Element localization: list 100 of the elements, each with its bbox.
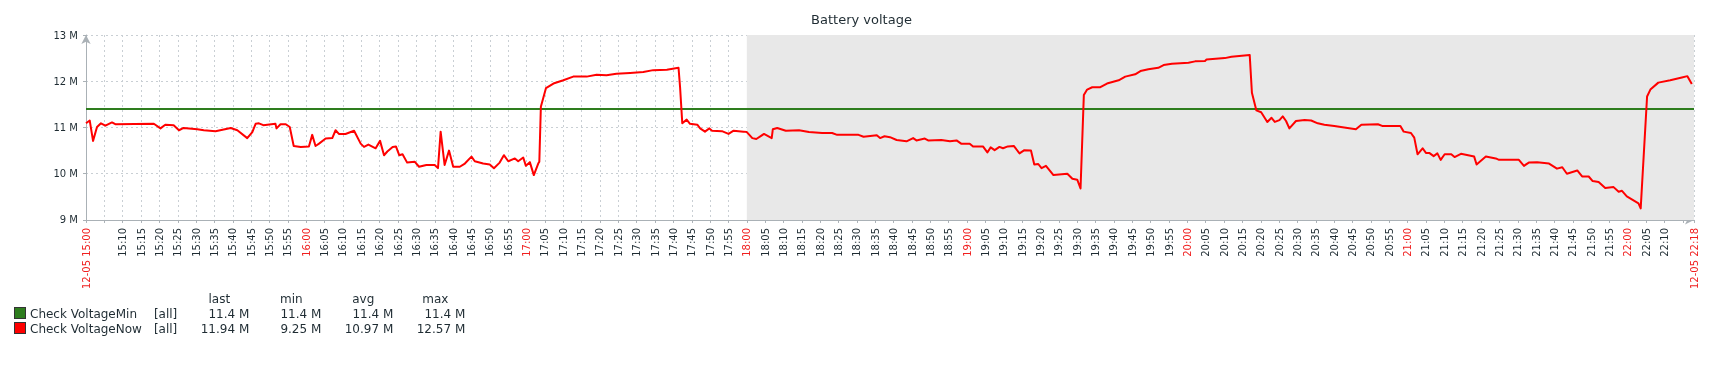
x-tick-label: 16:45 bbox=[465, 227, 477, 257]
x-tick-label: 15:45 bbox=[245, 227, 257, 257]
x-tick-label: 22:05 bbox=[1640, 227, 1652, 257]
x-tick-label: 19:55 bbox=[1163, 227, 1175, 257]
x-tick-label: 17:15 bbox=[576, 227, 588, 257]
text: 10.97 M bbox=[343, 322, 395, 337]
x-tick-label: 16:50 bbox=[484, 227, 496, 257]
x-tick-label: 19:40 bbox=[1108, 227, 1120, 257]
x-tick-label: 20:50 bbox=[1365, 227, 1377, 257]
x-tick-label: 21:00 bbox=[1402, 227, 1414, 257]
x-tick-label: 19:35 bbox=[1090, 227, 1102, 257]
x-tick-label: 17:35 bbox=[649, 227, 661, 257]
x-tick-label: 17:20 bbox=[594, 227, 606, 257]
x-tick-label: 19:25 bbox=[1053, 227, 1065, 257]
x-tick-label: 15:40 bbox=[227, 227, 239, 257]
x-tick-label: 21:55 bbox=[1604, 227, 1616, 257]
x-tick-label: 15:30 bbox=[190, 227, 202, 257]
x-tick-label: 18:35 bbox=[869, 227, 881, 257]
x-tick-label: 15:50 bbox=[264, 227, 276, 257]
x-tick-label: 17:55 bbox=[722, 227, 734, 257]
text: [all] bbox=[152, 322, 179, 337]
x-tick-label: 17:10 bbox=[557, 227, 569, 257]
x-tick-label: 21:05 bbox=[1420, 227, 1432, 257]
x-tick-label: 16:30 bbox=[410, 227, 422, 257]
x-tick-label: 17:45 bbox=[686, 227, 698, 257]
x-tick-label: 20:15 bbox=[1236, 227, 1248, 257]
x-tick-label: 18:30 bbox=[851, 227, 863, 257]
text: max bbox=[421, 292, 450, 307]
x-tick-label: 17:30 bbox=[631, 227, 643, 257]
x-tick-label: 15:55 bbox=[282, 227, 294, 257]
text: 11.94 M bbox=[199, 322, 251, 337]
x-tick-label: 21:45 bbox=[1567, 227, 1579, 257]
x-tick-label: 17:00 bbox=[521, 227, 533, 257]
x-tick-label: 16:00 bbox=[300, 227, 312, 257]
y-tick-label: 13 M bbox=[53, 29, 78, 41]
legend-label: Check VoltageNow bbox=[29, 322, 143, 337]
x-tick-label: 22:10 bbox=[1659, 227, 1671, 257]
text: avg bbox=[351, 292, 376, 307]
x-tick-label: 20:45 bbox=[1347, 227, 1359, 257]
y-tick-label: 11 M bbox=[53, 121, 78, 133]
x-tick-label: 17:40 bbox=[667, 227, 679, 257]
x-tick-label: 20:55 bbox=[1383, 227, 1395, 257]
text: last bbox=[207, 292, 232, 307]
x-tick-label: 20:35 bbox=[1310, 227, 1322, 257]
legend-label: Check VoltageMin bbox=[29, 307, 139, 322]
x-tick-label: 15:15 bbox=[135, 227, 147, 257]
x-tick-label: 18:05 bbox=[759, 227, 771, 257]
x-tick-label: 20:40 bbox=[1328, 227, 1340, 257]
text: min bbox=[278, 292, 304, 307]
x-tick-label: 15:20 bbox=[153, 227, 165, 257]
x-tick-label: 12-05 22:18 bbox=[1688, 227, 1700, 290]
x-tick-label: 21:15 bbox=[1457, 227, 1469, 257]
x-tick-label: 19:15 bbox=[1016, 227, 1028, 257]
y-tick-label: 12 M bbox=[53, 75, 78, 87]
x-tick-label: 18:50 bbox=[924, 227, 936, 257]
x-tick-label: 19:10 bbox=[998, 227, 1010, 257]
x-tick-label: 20:20 bbox=[1255, 227, 1267, 257]
text: [all] bbox=[152, 307, 179, 322]
x-tick-label: 20:30 bbox=[1292, 227, 1304, 257]
text: 12.57 M bbox=[415, 322, 467, 337]
x-tick-label: 21:20 bbox=[1475, 227, 1487, 257]
x-tick-label: 15:35 bbox=[208, 227, 220, 257]
x-tick-label: 21:10 bbox=[1438, 227, 1450, 257]
x-tick-label: 16:35 bbox=[429, 227, 441, 257]
x-tick-label: 17:25 bbox=[612, 227, 624, 257]
x-tick-label: 20:00 bbox=[1181, 227, 1193, 257]
x-tick-label: 17:50 bbox=[704, 227, 716, 257]
x-tick-label: 21:30 bbox=[1512, 227, 1524, 257]
text: 9.25 M bbox=[279, 322, 323, 337]
text: 11.4 M bbox=[279, 307, 323, 322]
x-tick-label: 19:50 bbox=[1145, 227, 1157, 257]
x-tick-label: 12-05 15:00 bbox=[80, 227, 92, 290]
x-tick-label: 16:10 bbox=[337, 227, 349, 257]
x-tick-label: 18:20 bbox=[814, 227, 826, 257]
y-tick-label: 9 M bbox=[59, 214, 78, 226]
text: 11.4 M bbox=[207, 307, 251, 322]
text: 11.4 M bbox=[351, 307, 395, 322]
x-tick-label: 20:10 bbox=[1218, 227, 1230, 257]
x-tick-label: 17:05 bbox=[539, 227, 551, 257]
line-series bbox=[85, 53, 1693, 210]
text: 11.4 M bbox=[423, 307, 467, 322]
x-tick-label: 16:55 bbox=[502, 227, 514, 257]
x-tick-label: 19:00 bbox=[961, 227, 973, 257]
x-tick-label: 18:10 bbox=[778, 227, 790, 257]
y-tick-label: 10 M bbox=[53, 168, 78, 180]
x-tick-label: 20:05 bbox=[1200, 227, 1212, 257]
x-tick-label: 18:45 bbox=[906, 227, 918, 257]
x-tick-label: 19:05 bbox=[979, 227, 991, 257]
x-tick-label: 16:40 bbox=[447, 227, 459, 257]
x-tick-label: 15:25 bbox=[172, 227, 184, 257]
x-tick-label: 16:20 bbox=[374, 227, 386, 257]
x-tick-label: 15:10 bbox=[117, 227, 129, 257]
chart-title: Battery voltage bbox=[811, 12, 912, 27]
x-tick-label: 16:25 bbox=[392, 227, 404, 257]
x-tick-label: 16:05 bbox=[319, 227, 331, 257]
x-tick-label: 18:55 bbox=[943, 227, 955, 257]
x-tick-label: 19:45 bbox=[1126, 227, 1138, 257]
x-tick-label: 21:25 bbox=[1493, 227, 1505, 257]
x-tick-label: 22:00 bbox=[1622, 227, 1634, 257]
x-tick-label: 19:20 bbox=[1035, 227, 1047, 257]
